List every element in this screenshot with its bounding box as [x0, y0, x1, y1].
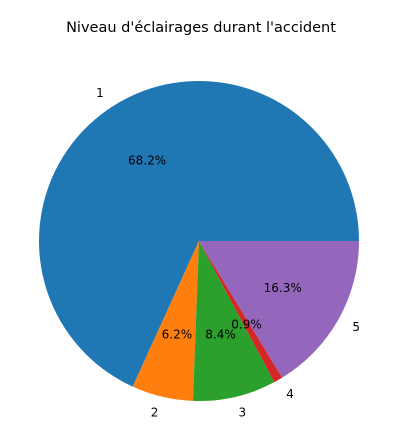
pie-slice-2 [132, 241, 199, 401]
pie-category-labels: 1 2 3 4 5 [96, 86, 360, 420]
pie-percentage-label-5: 16.3% [264, 281, 302, 295]
pie-percentage-labels: 68.2% 6.2% 8.4%0.9% 16.3% [128, 153, 302, 341]
pie-slice-5 [199, 241, 359, 378]
pie-slice-1 [39, 81, 360, 387]
chart-title: Niveau d'éclairages durant l'accident [66, 20, 336, 36]
pie-percentage-label-1: 68.2% [128, 153, 166, 167]
pie-category-label-5: 5 [352, 320, 360, 334]
pie-slices [39, 81, 360, 402]
pie-category-label-4: 4 [286, 387, 294, 401]
pie-percentage-label-3: 8.4% [205, 328, 236, 342]
pie-category-label-1: 1 [96, 86, 104, 100]
pie-percentage-label-4: 0.9% [231, 317, 262, 331]
pie-percentage-label-2: 6.2% [162, 327, 193, 341]
pie-slice-4 [199, 241, 283, 383]
pie-slice-3 [192, 241, 275, 402]
pie-category-label-3: 3 [238, 406, 246, 420]
pie-category-label-2: 2 [151, 405, 159, 419]
